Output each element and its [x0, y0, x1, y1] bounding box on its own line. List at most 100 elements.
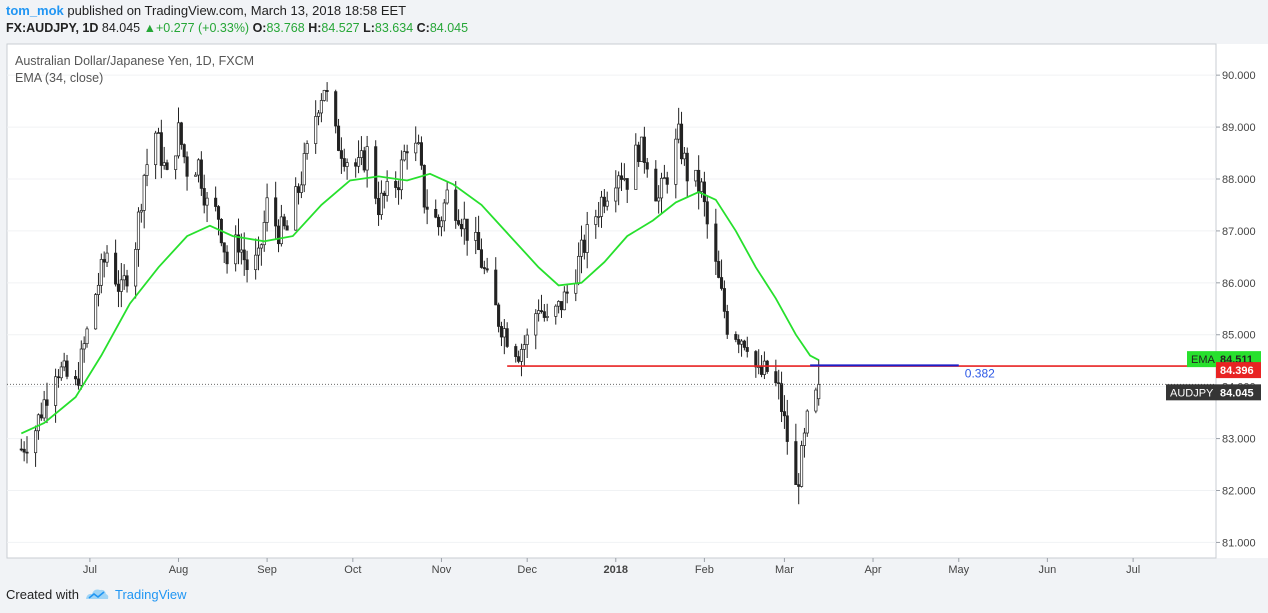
price-label-box	[1216, 384, 1261, 401]
tradingview-link[interactable]: TradingView	[114, 586, 187, 602]
candle-body	[316, 112, 321, 117]
candle-body	[685, 152, 689, 182]
candle-body	[377, 198, 381, 216]
candle-body	[374, 146, 378, 199]
candle-body	[554, 305, 558, 317]
candle-body	[662, 177, 666, 180]
ema-line	[20, 172, 820, 435]
candle-body	[234, 234, 238, 265]
candle-body	[294, 186, 298, 231]
candle-body	[79, 348, 83, 386]
candle-body	[136, 211, 141, 250]
candle-body	[485, 268, 489, 271]
candle-body	[665, 177, 669, 185]
candle-body	[85, 328, 89, 345]
price-axis[interactable]	[1216, 44, 1268, 558]
open-label: O:	[252, 21, 267, 35]
candle-body	[499, 326, 504, 338]
candle-body	[174, 155, 178, 170]
candle-body	[654, 168, 658, 202]
y-tick-label: 88.000	[1222, 174, 1256, 186]
candle-body	[702, 181, 706, 203]
candle-body	[379, 192, 383, 216]
candle-body	[634, 144, 638, 190]
candle-body	[785, 415, 789, 442]
candle-body	[162, 162, 166, 166]
candle-body	[717, 261, 721, 278]
price-chart[interactable]: 0.382 81.00082.00083.00084.00085.00086.0…	[0, 0, 1268, 580]
candle-body	[119, 279, 123, 292]
candle-body	[782, 411, 786, 417]
price-label-value: 84.396	[1220, 365, 1254, 377]
high-label: H:	[308, 21, 322, 35]
candle-body	[542, 311, 546, 318]
candle-body	[145, 164, 149, 176]
candle-body	[314, 116, 318, 144]
x-axis-ticks: Jul Aug Sep Oct Nov Dec 2018 Feb Mar Apr May Jun Jul	[83, 558, 1140, 576]
author-name[interactable]: tom_mok	[6, 3, 64, 18]
candle-body	[114, 252, 118, 285]
candle-body	[94, 294, 98, 330]
publish-line: tom_mok published on TradingView.com, Ma…	[6, 3, 406, 18]
candle-body	[76, 378, 81, 386]
candle-body	[185, 156, 189, 177]
candle-body	[334, 91, 338, 127]
candle-body	[159, 132, 163, 166]
y-tick-label: 82.000	[1222, 486, 1256, 498]
up-arrow-icon: ▲	[143, 21, 156, 35]
candle-body	[534, 313, 538, 336]
candle-body	[577, 255, 581, 284]
candle-body	[805, 410, 809, 434]
candle-body	[96, 284, 101, 295]
candle-body	[285, 225, 289, 231]
x-tick-label: Sep	[257, 564, 277, 576]
x-tick-label: Dec	[517, 564, 537, 576]
x-tick-label: Jul	[1126, 564, 1140, 576]
high-value: 84.527	[321, 21, 360, 35]
close-value: 84.045	[429, 21, 469, 35]
candle-body	[594, 216, 598, 225]
candle-body	[737, 339, 741, 345]
candle-body	[705, 201, 709, 225]
candle-body	[497, 304, 501, 327]
candle-body	[362, 150, 366, 171]
candle-body	[296, 186, 301, 193]
candle-body	[437, 216, 441, 228]
candle-body	[614, 187, 618, 202]
candle-body	[559, 301, 564, 311]
candle-body	[739, 340, 744, 345]
candle-body	[719, 277, 724, 289]
candle-body	[154, 132, 158, 166]
candle-body	[599, 196, 604, 217]
candle-body	[202, 188, 206, 206]
candle-body	[385, 181, 389, 196]
low-value: 83.634	[374, 21, 414, 35]
candle-body	[525, 334, 529, 345]
candle-body	[122, 275, 126, 281]
candle-body	[802, 432, 806, 446]
candle-body	[605, 200, 609, 207]
candle-body	[645, 162, 649, 170]
y-tick-label: 90.000	[1222, 70, 1256, 82]
tradingview-logo-icon	[85, 589, 109, 599]
candle-body	[179, 122, 183, 145]
candle-body	[760, 366, 764, 375]
candle-body	[697, 169, 701, 192]
candle-body	[505, 328, 509, 347]
candle-body	[674, 138, 678, 185]
candle-body	[165, 162, 169, 170]
candle-body	[465, 218, 469, 241]
candle-body	[425, 206, 429, 210]
candle-body	[59, 366, 63, 379]
candle-body	[305, 143, 309, 154]
candle-body	[625, 178, 629, 190]
candle-body	[274, 197, 278, 227]
candle-body	[139, 210, 143, 213]
candle-body	[714, 223, 718, 262]
candle-body	[814, 389, 818, 412]
candle-body	[365, 146, 369, 171]
plot-area[interactable]	[6, 43, 1217, 559]
candle-body	[474, 232, 478, 241]
candle-body	[482, 267, 486, 270]
